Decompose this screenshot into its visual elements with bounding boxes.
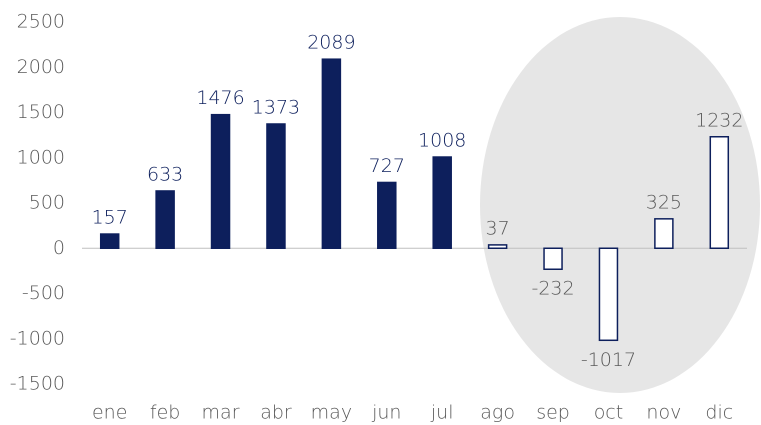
data-label: 325: [646, 191, 682, 213]
x-tick-label: oct: [594, 402, 624, 424]
y-tick-label: 0: [53, 237, 65, 259]
bar: [321, 58, 342, 250]
x-tick-label: dic: [705, 402, 733, 424]
bar: [266, 123, 286, 249]
y-tick-label: 2000: [17, 56, 65, 78]
x-tick-label: jul: [430, 402, 454, 424]
bar: [210, 113, 231, 249]
data-label: 1008: [418, 130, 466, 152]
data-label: 1232: [695, 109, 743, 131]
bar: [487, 244, 508, 250]
highlight-ellipse: [480, 17, 760, 393]
x-tick-label: nov: [646, 402, 681, 424]
x-tick-label: may: [311, 402, 352, 424]
y-tick-label: -1000: [10, 327, 65, 349]
data-label: -232: [531, 278, 574, 300]
bar: [709, 136, 730, 249]
x-tick-label: mar: [202, 402, 240, 424]
data-label: -1017: [581, 349, 636, 371]
y-tick-label: 1500: [17, 101, 65, 123]
x-tick-label: ene: [92, 402, 127, 424]
bar: [155, 190, 175, 249]
bar: [377, 181, 397, 249]
x-tick-label: feb: [150, 402, 180, 424]
y-tick-label: 1000: [17, 146, 65, 168]
bar: [99, 233, 120, 250]
data-label: 1373: [252, 96, 300, 118]
x-tick-label: sep: [536, 402, 570, 424]
y-tick-label: 500: [29, 192, 65, 214]
bar: [654, 218, 674, 249]
data-label: 37: [486, 217, 510, 239]
data-label: 2089: [307, 32, 355, 54]
data-label: 727: [369, 155, 405, 177]
x-tick-label: abr: [260, 402, 292, 424]
x-tick-label: ago: [480, 402, 515, 424]
data-label: 633: [147, 163, 183, 185]
y-tick-label: -500: [22, 282, 65, 304]
x-tick-label: jun: [371, 402, 401, 424]
bar: [598, 247, 619, 342]
bar: [432, 156, 452, 249]
y-tick-label: 2500: [17, 11, 65, 33]
bar: [543, 247, 563, 270]
y-tick-label: -1500: [10, 373, 65, 395]
data-label: 157: [92, 207, 128, 229]
data-label: 1476: [196, 87, 244, 109]
